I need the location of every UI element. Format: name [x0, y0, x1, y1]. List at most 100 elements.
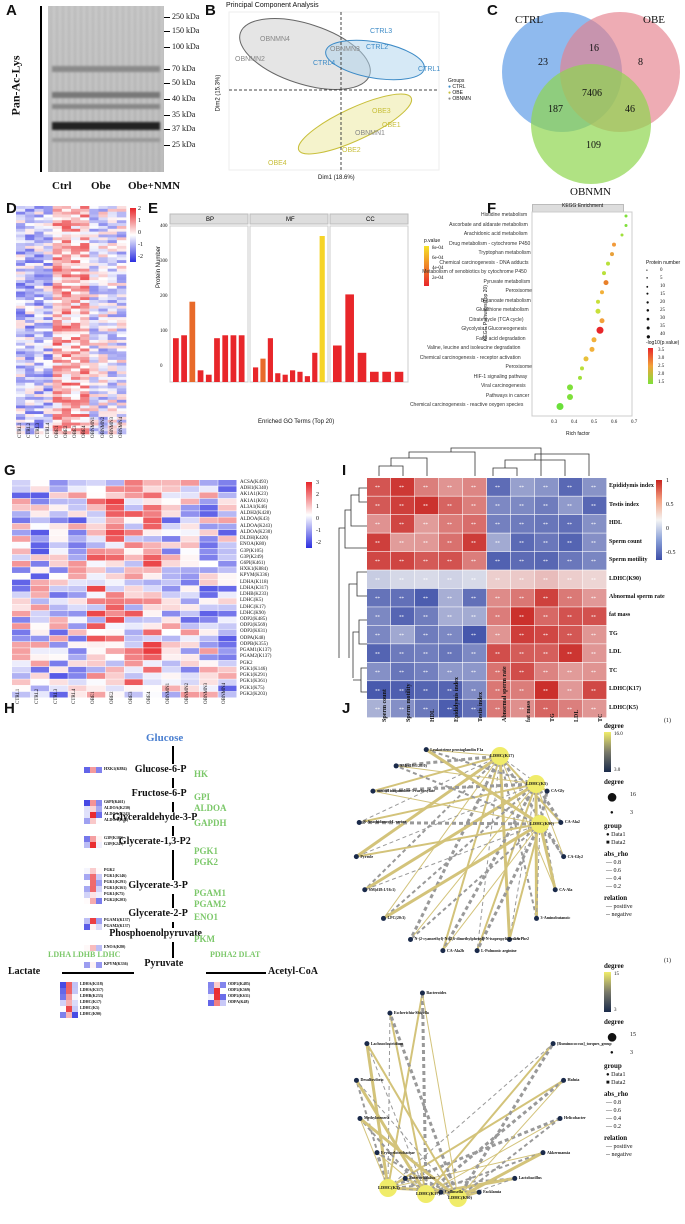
- heatmap-cell: [49, 654, 68, 661]
- network-node: [527, 775, 545, 793]
- significance-mark: **: [375, 579, 381, 584]
- network-edge: [364, 823, 541, 891]
- heatmap-cell: [16, 391, 26, 395]
- network-edge: [425, 748, 541, 826]
- heatmap-cell: [80, 302, 90, 307]
- venn-set-obnmn: OBNMN: [570, 186, 611, 198]
- y-tick: 300: [160, 259, 168, 264]
- heatmap-cell: [52, 320, 63, 324]
- legend-item: -- negative: [606, 912, 632, 918]
- heatmap-cell: [43, 274, 53, 278]
- heatmap-cell: [80, 388, 90, 392]
- heatmap-cell: [162, 542, 181, 549]
- network-edge: [359, 820, 541, 826]
- heatmap-cell: [107, 288, 118, 292]
- significance-mark: **: [447, 689, 453, 694]
- correlation-cell: [463, 533, 487, 552]
- heatmap-cell: [12, 623, 31, 629]
- network-node: [552, 887, 558, 893]
- pathway-label: Glutathione metabolism: [476, 307, 529, 314]
- heatmap-cell: [43, 254, 53, 258]
- heatmap-cell: [12, 648, 31, 654]
- size-legend-tick: 0: [660, 268, 663, 273]
- heatmap-cell: [89, 379, 99, 383]
- enzyme-label: ALDOA: [194, 803, 227, 813]
- heatmap-cell: [34, 277, 44, 281]
- heatmap-cell: [80, 220, 90, 224]
- heatmap-cell: [116, 225, 127, 230]
- correlation-cell: [559, 514, 583, 533]
- heatmap-cell: [98, 240, 108, 244]
- legend-item: ■ Data2: [606, 1080, 626, 1086]
- heatmap-cell: [199, 679, 218, 686]
- significance-mark: **: [591, 652, 597, 657]
- column-label: OBE3: [73, 425, 78, 439]
- heatmap-cell: [124, 617, 143, 623]
- correlation-cell: [583, 625, 607, 644]
- correlation-cell: [535, 662, 559, 681]
- heatmap-cell: [143, 548, 162, 555]
- heatmap-cell: [43, 339, 53, 344]
- heatmap-cell: [68, 617, 87, 623]
- heatmap-cell: [143, 679, 162, 686]
- correlation-cell: [535, 551, 559, 570]
- heatmap-cell: [98, 382, 108, 386]
- mini-heatmap-cell: [96, 898, 102, 904]
- heatmap-cell: [43, 234, 53, 238]
- kegg-dot: [602, 271, 606, 276]
- pathway-arrow: [172, 894, 174, 908]
- significance-mark: **: [567, 542, 573, 547]
- heatmap-cell: [116, 268, 127, 272]
- mini-heatmap-cell: [66, 988, 72, 994]
- heatmap-cell: [98, 223, 108, 227]
- network-node-label: LDHC(K17): [416, 1191, 440, 1196]
- heatmap-cell: [87, 536, 106, 542]
- heatmap-cell: [107, 394, 118, 398]
- network-node: [380, 915, 386, 921]
- heatmap-cell: [25, 385, 35, 389]
- heatmap-cell: [49, 517, 68, 524]
- x-tick: 0.5: [591, 420, 598, 425]
- heatmap-cell: [124, 623, 143, 629]
- heatmap-cell: [105, 610, 124, 617]
- size-legend-dot: ●: [606, 1026, 619, 1048]
- significance-mark: **: [399, 597, 405, 602]
- heatmap-cell: [52, 265, 63, 269]
- significance-mark: **: [567, 597, 573, 602]
- correlation-cell: [367, 662, 391, 681]
- significance-mark: **: [471, 542, 477, 547]
- heatmap-cell: [52, 302, 63, 307]
- blot-bracket: [40, 6, 42, 172]
- heatmap-cell: [34, 337, 44, 341]
- heatmap-cell: [12, 592, 31, 598]
- heatmap-cell: [89, 317, 99, 321]
- row-label: PGK2(K203): [240, 691, 267, 697]
- heatmap-cell: [89, 345, 99, 349]
- heatmap-cell: [16, 282, 26, 287]
- pathway-label: Butanoate metabolism: [481, 297, 531, 304]
- heatmap-cell: [80, 331, 90, 335]
- correlation-cell: [415, 625, 439, 644]
- heatmap-cell: [199, 573, 218, 580]
- significance-mark: **: [399, 486, 405, 491]
- heatmap-cell: [71, 217, 81, 221]
- marker-tick: [164, 129, 170, 130]
- heatmap-cell: [71, 348, 81, 352]
- heatmap-cell: [61, 297, 72, 301]
- heatmap-cell: [89, 354, 99, 358]
- mini-heatmap-cell: [96, 918, 102, 924]
- heatmap-cell: [71, 257, 81, 261]
- correlation-cell: [559, 478, 583, 496]
- heatmap-cell: [71, 237, 81, 241]
- heatmap-cell: [52, 411, 63, 415]
- legend-tick: -0.5: [666, 550, 676, 556]
- heatmap-cell: [89, 263, 99, 267]
- heatmap-cell: [34, 411, 44, 415]
- heatmap-cell: [34, 416, 44, 421]
- mini-heatmap-cell: [66, 1000, 72, 1006]
- legend-item: -- negative: [606, 1152, 632, 1158]
- heatmap-cell: [34, 371, 44, 375]
- heatmap-cell: [61, 322, 72, 326]
- column-label: OBNMN1: [91, 416, 97, 438]
- pca-point-label: OBE2: [342, 147, 361, 154]
